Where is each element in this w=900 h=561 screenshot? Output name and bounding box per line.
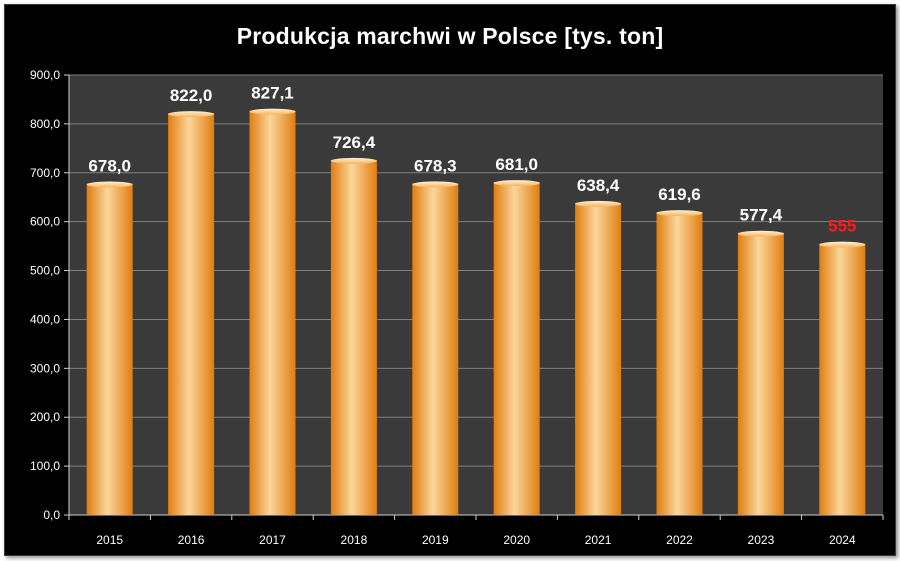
axes: 0,0 100,0 200,0 300,0 400,0 500,0 600,0 700,0 80…	[30, 68, 884, 547]
x-tick-label: 2016	[178, 533, 205, 547]
bar-2019	[412, 183, 459, 516]
data-label-2017: 827,1	[251, 84, 294, 103]
x-tick-label: 2015	[96, 533, 123, 547]
bar-2018	[330, 159, 377, 516]
y-tick-label: 500,0	[30, 264, 60, 278]
data-label-2019: 678,3	[414, 156, 457, 175]
bar-cap-2017	[249, 108, 296, 115]
bar-chart: 0,0 100,0 200,0 300,0 400,0 500,0 600,0 700,0 80…	[30, 68, 884, 547]
data-labels: 678,0 822,0 827,1 726,4 678,3 681,0 638,4 619,6…	[88, 84, 856, 236]
y-tick-label: 600,0	[30, 215, 60, 229]
y-tick-label: 200,0	[30, 410, 60, 424]
x-tick-label: 2021	[585, 533, 612, 547]
data-label-2022: 619,6	[658, 185, 701, 204]
y-tick-label: 900,0	[30, 68, 60, 82]
x-tick-label: 2019	[422, 533, 449, 547]
bar-cap-2016	[168, 111, 215, 118]
data-label-2018: 726,4	[333, 133, 376, 152]
y-tick-label: 300,0	[30, 361, 60, 375]
bar-2024	[819, 243, 866, 515]
data-label-2020: 681,0	[495, 155, 538, 174]
bar-2020	[493, 182, 540, 516]
bar-cap-2022	[656, 210, 703, 217]
data-label-2015: 678,0	[88, 157, 131, 176]
bar-2022	[656, 212, 703, 515]
chart-title: Produkcja marchwi w Polsce [tys. ton]	[236, 23, 664, 49]
data-label-2016: 822,0	[170, 86, 213, 105]
bar-cap-2020	[493, 180, 540, 187]
data-label-2023: 577,4	[740, 206, 783, 225]
data-label-2021: 638,4	[577, 176, 620, 195]
x-tick-label: 2024	[829, 533, 856, 547]
bar-2015	[86, 183, 133, 516]
x-tick-label: 2023	[748, 533, 775, 547]
bar-cap-2015	[86, 181, 133, 188]
x-tick-label: 2022	[666, 533, 693, 547]
x-tick-label: 2018	[341, 533, 368, 547]
y-tick-label: 100,0	[30, 459, 60, 473]
bar-2021	[575, 202, 622, 516]
bars	[86, 108, 866, 516]
bar-cap-2018	[330, 157, 377, 164]
y-tick-label: 800,0	[30, 117, 60, 131]
bar-cap-2023	[737, 230, 784, 237]
bar-cap-2021	[575, 200, 622, 207]
x-tick-label: 2020	[503, 533, 530, 547]
bar-2017	[249, 110, 296, 515]
y-tick-label: 0,0	[43, 508, 60, 522]
bar-cap-2024	[819, 241, 866, 248]
y-tick-label: 700,0	[30, 166, 60, 180]
x-tick-label: 2017	[259, 533, 286, 547]
y-tick-label: 400,0	[30, 312, 60, 326]
chart-frame: Produkcja marchwi w Polsce [tys. ton] 0,…	[4, 4, 896, 556]
bar-2016	[168, 113, 215, 515]
data-label-2024: 555	[828, 217, 856, 236]
bar-cap-2019	[412, 181, 459, 188]
bar-2023	[737, 232, 784, 515]
